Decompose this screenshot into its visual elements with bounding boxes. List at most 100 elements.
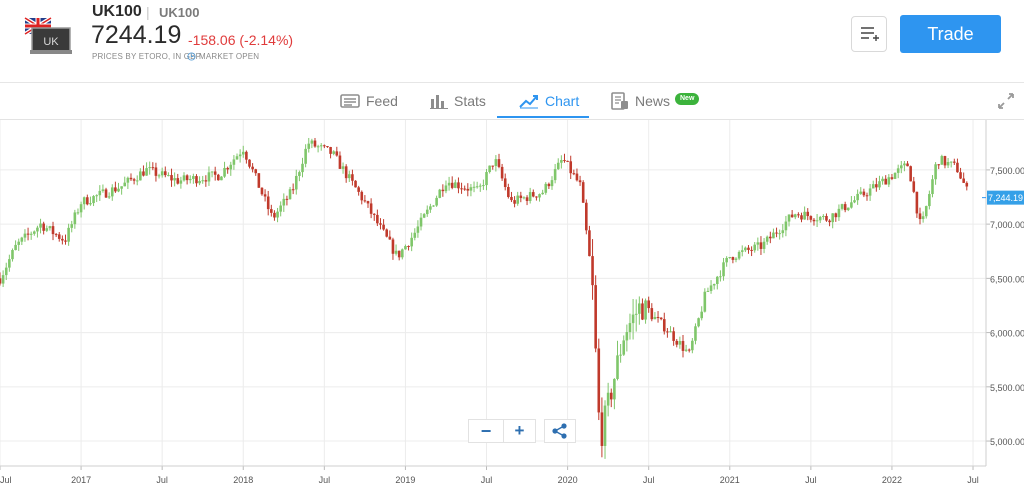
last-price-tag — [987, 190, 1024, 205]
candle-body — [248, 159, 251, 167]
candle-body — [878, 181, 881, 188]
candle-body — [765, 236, 769, 242]
candle-body — [188, 178, 192, 181]
candle-body — [965, 182, 969, 187]
clock-icon — [187, 52, 196, 61]
candle-body — [828, 220, 831, 223]
tab-news[interactable]: News — [611, 83, 670, 119]
candle-body — [201, 180, 205, 182]
candle-body — [326, 146, 329, 148]
candle-body — [329, 147, 332, 154]
candle-body — [397, 250, 401, 258]
watchlist-button[interactable] — [851, 16, 887, 52]
candle-body — [525, 197, 529, 201]
zoom-in-button[interactable]: + — [514, 421, 525, 440]
tab-news-label: News — [635, 93, 671, 109]
candle-body — [778, 233, 781, 235]
candle-body — [822, 215, 825, 217]
candle-body — [279, 205, 282, 212]
candle-body — [419, 217, 423, 227]
candle-body — [881, 178, 884, 182]
x-tick-label: Jul — [643, 475, 655, 485]
candle-body — [391, 239, 395, 254]
x-tick-label: Jul — [156, 475, 168, 485]
candle-body — [715, 276, 719, 285]
candle-body — [135, 180, 139, 182]
candle-body — [619, 354, 622, 356]
candle-body — [775, 232, 778, 234]
candle-body — [759, 242, 763, 249]
candle-body — [516, 195, 519, 204]
candle-body — [86, 197, 89, 205]
candle-body — [507, 187, 510, 197]
candle-body — [616, 355, 619, 379]
candle-body — [722, 262, 725, 277]
tab-feed[interactable]: Feed — [340, 83, 398, 119]
candle-body — [697, 318, 700, 327]
candle-body — [441, 189, 445, 192]
y-tick-label: 7,000.00 — [990, 220, 1024, 230]
candle-body — [235, 156, 239, 160]
candle-body — [360, 191, 364, 201]
candle-body — [410, 237, 413, 247]
candle-body — [210, 171, 214, 173]
candle-body — [294, 175, 298, 190]
candle-body — [422, 214, 426, 218]
candle-body — [494, 159, 498, 166]
candle-body — [438, 189, 442, 198]
last-price-label: 7,244.19 — [988, 193, 1023, 203]
candle-body — [909, 166, 912, 182]
x-tick-label: 2022 — [882, 475, 902, 485]
fullscreen-expand-icon[interactable] — [997, 92, 1015, 110]
candle-body — [694, 326, 697, 341]
candle-body — [510, 196, 513, 201]
candle-body — [581, 182, 585, 203]
candle-body — [385, 229, 389, 237]
candle-body — [921, 216, 925, 220]
candle-body — [678, 341, 682, 345]
candle-body — [613, 378, 616, 400]
instrument-header: UK UK100 | UK100 7244.19 -158.06 (-2.14%… — [0, 0, 1024, 83]
candle-body — [4, 267, 8, 276]
market-status: MARKET OPEN — [199, 52, 260, 61]
current-price: 7244.19 — [91, 21, 182, 49]
trade-button[interactable]: Trade — [900, 15, 1001, 53]
candle-body — [366, 201, 370, 204]
candle-body — [631, 314, 635, 324]
candle-body — [787, 214, 791, 222]
candle-body — [89, 203, 92, 205]
candle-body — [357, 187, 360, 192]
candle-body — [179, 180, 183, 184]
candle-body — [145, 168, 148, 176]
candle-body — [163, 171, 167, 176]
candle-body — [257, 173, 261, 188]
candle-body — [223, 167, 226, 177]
candle-body — [550, 180, 554, 187]
candle-body — [528, 192, 532, 201]
candle-body — [513, 200, 516, 204]
candle-body — [51, 226, 55, 235]
share-chart-button[interactable] — [544, 419, 576, 443]
candle-body — [566, 160, 569, 162]
tab-stats[interactable]: Stats — [430, 83, 486, 119]
candle-body — [753, 244, 757, 251]
candle-body — [460, 188, 463, 190]
tab-chart[interactable]: Chart — [519, 83, 579, 119]
candle-body — [11, 250, 14, 260]
candle-body — [915, 191, 919, 214]
candle-body — [304, 148, 307, 164]
share-icon — [552, 423, 567, 439]
candle-body — [731, 257, 735, 260]
candle-body — [853, 200, 856, 203]
zoom-out-button[interactable]: − — [469, 420, 504, 442]
candle-body — [363, 200, 367, 202]
candle-body — [29, 233, 33, 235]
candle-body — [466, 188, 470, 191]
candle-body — [585, 202, 588, 231]
candle-body — [531, 192, 535, 197]
price-chart[interactable]: 7,500.00 7,000.00 6,500.00 6,000.00 5,500.00… — [0, 120, 1024, 491]
candle-body — [644, 300, 647, 320]
candle-body — [712, 284, 716, 286]
candle-body — [572, 173, 576, 175]
candle-body — [946, 162, 950, 166]
